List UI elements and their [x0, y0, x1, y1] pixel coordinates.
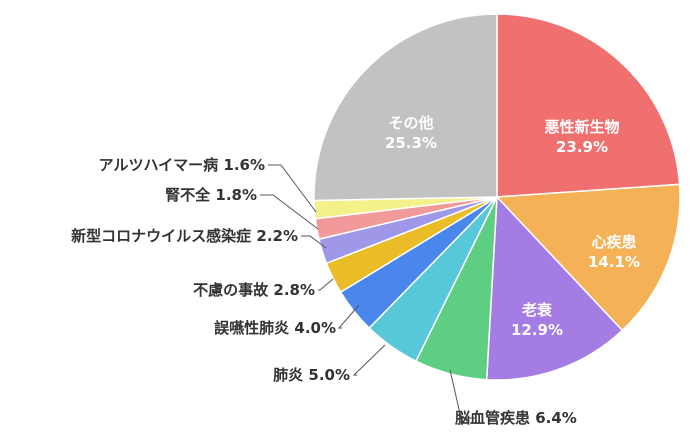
leader-line: [260, 194, 319, 230]
slice-label: 新型コロナウイルス感染症 2.2%: [71, 227, 298, 245]
slice-value-label: 14.1%: [588, 253, 640, 271]
leader-line: [318, 278, 334, 291]
pie-slice: [495, 183, 681, 332]
slice-label: 腎不全 1.8%: [165, 186, 257, 204]
slice-value-label: 25.3%: [385, 134, 437, 152]
slice-label: アルツハイマー病 1.6%: [99, 156, 265, 174]
slice-label: その他: [388, 114, 433, 132]
slice-labels: 悪性新生物 23.9% 心疾患 14.1% 老衰 12.9% 脳血管疾患 6.4% 肺炎 5.…: [71, 114, 640, 427]
slice-label: 脳血管疾患 6.4%: [455, 409, 577, 427]
leader-lines: [260, 164, 476, 419]
slice-label: 悪性新生物: [544, 118, 619, 136]
leader-line: [337, 304, 360, 329]
slice-label: 誤嚥性肺炎 4.0%: [214, 319, 336, 337]
pie-slice: [485, 195, 624, 381]
slice-label: 老衰: [521, 301, 553, 319]
pie-slice: [313, 13, 498, 202]
slice-label: 心疾患: [591, 233, 636, 251]
slice-value-label: 12.9%: [511, 321, 563, 339]
leader-line: [449, 369, 476, 419]
slice-label: 肺炎 5.0%: [273, 366, 350, 384]
leader-line: [268, 164, 317, 213]
slice-value-label: 23.9%: [556, 138, 608, 156]
slice-label: 不慮の事故 2.8%: [193, 281, 315, 299]
pie-slice: [496, 13, 681, 198]
leader-line: [352, 344, 386, 376]
leader-line: [301, 235, 327, 249]
pie-slices: [313, 13, 681, 381]
